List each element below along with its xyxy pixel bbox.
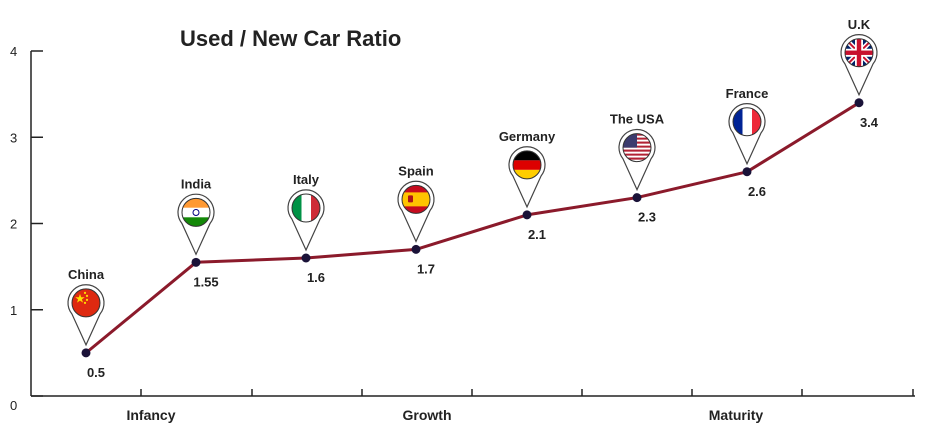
usa-flag-icon xyxy=(623,133,651,162)
country-label: France xyxy=(726,86,769,101)
country-label: Germany xyxy=(499,129,556,144)
uk-flag-icon xyxy=(845,38,873,67)
axes xyxy=(30,50,915,397)
china-flag-icon xyxy=(72,288,100,317)
data-point xyxy=(191,257,201,267)
y-tick-label: 2 xyxy=(10,217,17,232)
stage-labels: Infancy Growth Maturity xyxy=(126,407,763,423)
value-label: 3.4 xyxy=(860,115,879,130)
flag-pin: The USA 2.3 xyxy=(610,112,665,225)
data-point xyxy=(854,98,864,108)
value-label: 2.1 xyxy=(528,227,546,242)
value-label: 2.3 xyxy=(638,210,656,225)
series-line xyxy=(85,101,860,355)
flag-pin: Italy 1.6 xyxy=(287,172,325,285)
france-flag-icon xyxy=(733,107,761,136)
flag-pin: U.K 3.4 xyxy=(840,17,879,130)
y-tick-label: 1 xyxy=(10,303,17,318)
flag-pin: India 1.55 xyxy=(177,176,219,289)
country-label: Spain xyxy=(398,163,433,178)
value-label: 0.5 xyxy=(87,365,105,380)
country-label: U.K xyxy=(848,17,871,32)
y-tick-label: 0 xyxy=(10,398,17,413)
data-point xyxy=(411,244,421,254)
country-label: Italy xyxy=(293,172,320,187)
data-point xyxy=(81,348,91,358)
value-label: 2.6 xyxy=(748,184,766,199)
flag-pin: France 2.6 xyxy=(726,86,769,199)
flag-pin: Spain 1.7 xyxy=(397,163,435,276)
spain-flag-icon xyxy=(402,185,430,214)
y-tick-label: 3 xyxy=(10,130,17,145)
data-point xyxy=(742,167,752,177)
data-markers xyxy=(81,98,864,358)
country-label: India xyxy=(181,176,212,191)
data-point xyxy=(522,210,532,220)
stage-label: Maturity xyxy=(709,407,764,423)
india-flag-icon xyxy=(182,198,210,227)
flag-pin: Germany 2.1 xyxy=(499,129,556,242)
data-point xyxy=(632,193,642,203)
value-label: 1.6 xyxy=(307,270,325,285)
y-tick-labels: 0 1 2 3 4 xyxy=(10,44,17,413)
germany-flag-icon xyxy=(513,150,541,179)
stage-label: Infancy xyxy=(126,407,175,423)
y-tick-label: 4 xyxy=(10,44,17,59)
chart-title: Used / New Car Ratio xyxy=(180,26,401,51)
country-label: The USA xyxy=(610,112,665,127)
data-point xyxy=(301,253,311,263)
value-label: 1.7 xyxy=(417,261,435,276)
italy-flag-icon xyxy=(292,194,320,222)
flag-pin: China 0.5 xyxy=(67,267,105,380)
country-label: China xyxy=(68,267,105,282)
stage-label: Growth xyxy=(403,407,452,423)
flag-pins: China 0.5 India 1.55 Italy 1.6 Spain 1.7 Germany… xyxy=(67,17,879,380)
value-label: 1.55 xyxy=(193,274,218,289)
